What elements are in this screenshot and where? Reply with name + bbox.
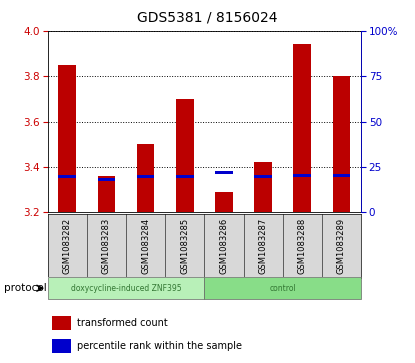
Bar [52, 316, 71, 330]
Bar [333, 76, 350, 212]
Text: GSM1083283: GSM1083283 [102, 218, 111, 274]
Bar [254, 175, 272, 178]
Text: GSM1083284: GSM1083284 [141, 218, 150, 274]
Bar [137, 144, 154, 212]
Bar [254, 163, 272, 212]
Text: GSM1083282: GSM1083282 [63, 218, 72, 274]
Bar [59, 65, 76, 212]
Bar [52, 339, 71, 353]
Text: GSM1083288: GSM1083288 [298, 218, 307, 274]
Bar [333, 174, 350, 177]
Bar [215, 192, 233, 212]
Text: percentile rank within the sample: percentile rank within the sample [77, 341, 242, 351]
Bar [59, 175, 76, 178]
Bar [215, 171, 233, 174]
Text: GSM1083286: GSM1083286 [220, 218, 229, 274]
Text: GSM1083287: GSM1083287 [259, 218, 268, 274]
Bar [48, 277, 205, 299]
Text: GSM1083285: GSM1083285 [180, 218, 189, 274]
Text: GSM1083289: GSM1083289 [337, 218, 346, 274]
Bar [176, 175, 194, 178]
Bar [293, 44, 311, 212]
Bar [205, 277, 361, 299]
Bar [176, 99, 194, 212]
Text: transformed count: transformed count [77, 318, 168, 328]
Bar [137, 175, 154, 178]
Text: control: control [269, 284, 296, 293]
Bar [293, 174, 311, 177]
Text: doxycycline-induced ZNF395: doxycycline-induced ZNF395 [71, 284, 181, 293]
Bar [98, 176, 115, 212]
Bar [98, 178, 115, 181]
Text: GDS5381 / 8156024: GDS5381 / 8156024 [137, 11, 278, 25]
Text: protocol: protocol [4, 283, 47, 293]
